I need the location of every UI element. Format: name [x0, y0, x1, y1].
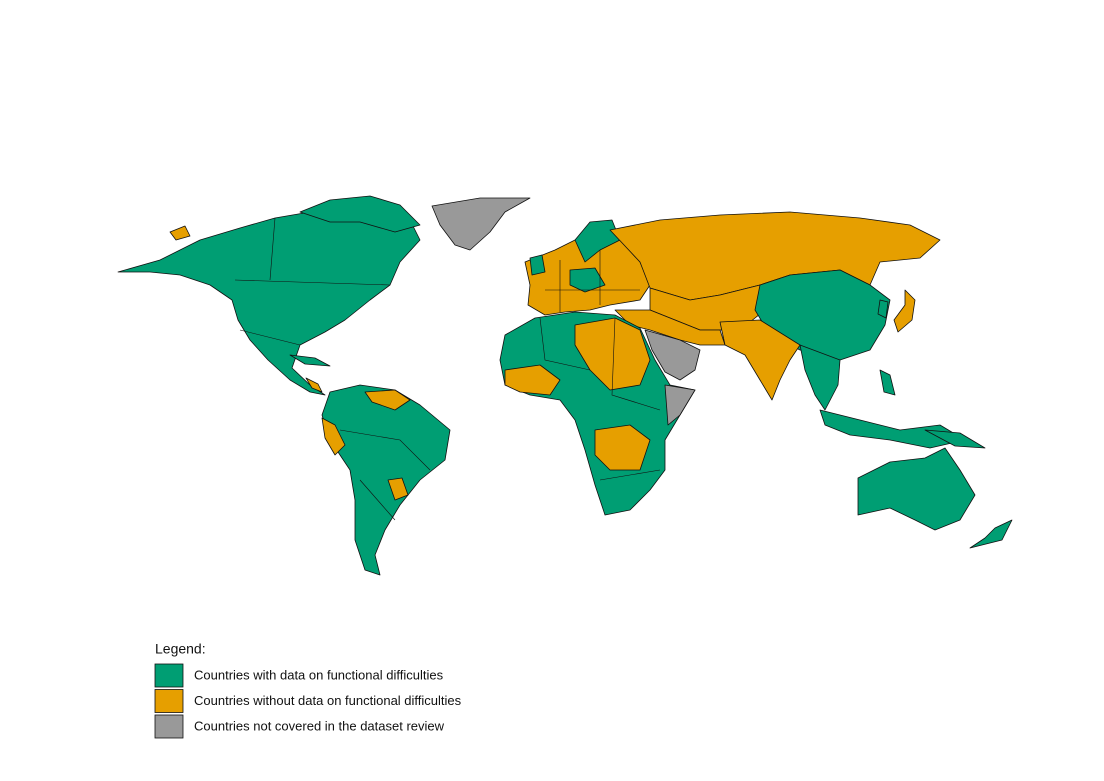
- central-america-part: [305, 377, 323, 393]
- iceland-like: [169, 225, 191, 241]
- legend-swatch: [154, 689, 184, 713]
- central-africa: [594, 424, 651, 471]
- korea: [877, 299, 889, 319]
- india: [719, 319, 801, 401]
- legend-title: Legend:: [155, 641, 206, 657]
- sahel: [574, 317, 651, 391]
- arabia: [644, 329, 701, 381]
- peru: [321, 417, 346, 456]
- cuba: [289, 354, 331, 367]
- legend: Legend: Countries with data on functiona…: [154, 641, 462, 739]
- legend-swatch: [154, 663, 184, 688]
- legend-label: Countries not covered in the dataset rev…: [194, 718, 445, 733]
- somalia: [664, 384, 696, 426]
- philippines: [879, 369, 896, 396]
- australia: [857, 447, 976, 531]
- north-america: [117, 209, 421, 396]
- new-zealand: [969, 519, 1013, 549]
- central-europe: [569, 267, 606, 293]
- west-africa: [504, 364, 561, 396]
- uk: [529, 254, 546, 276]
- canada-islands: [299, 195, 421, 233]
- southeast-asia: [799, 344, 841, 411]
- greenland: [431, 197, 531, 251]
- new-guinea: [924, 429, 986, 449]
- paraguay: [387, 477, 409, 501]
- legend-label: Countries with data on functional diffic…: [194, 667, 444, 682]
- japan: [893, 289, 916, 333]
- indonesia: [819, 409, 966, 449]
- venezuela-guyana: [364, 389, 411, 411]
- world-map: [117, 195, 1013, 576]
- legend-label: Countries without data on functional dif…: [194, 693, 462, 708]
- legend-swatch: [154, 714, 184, 739]
